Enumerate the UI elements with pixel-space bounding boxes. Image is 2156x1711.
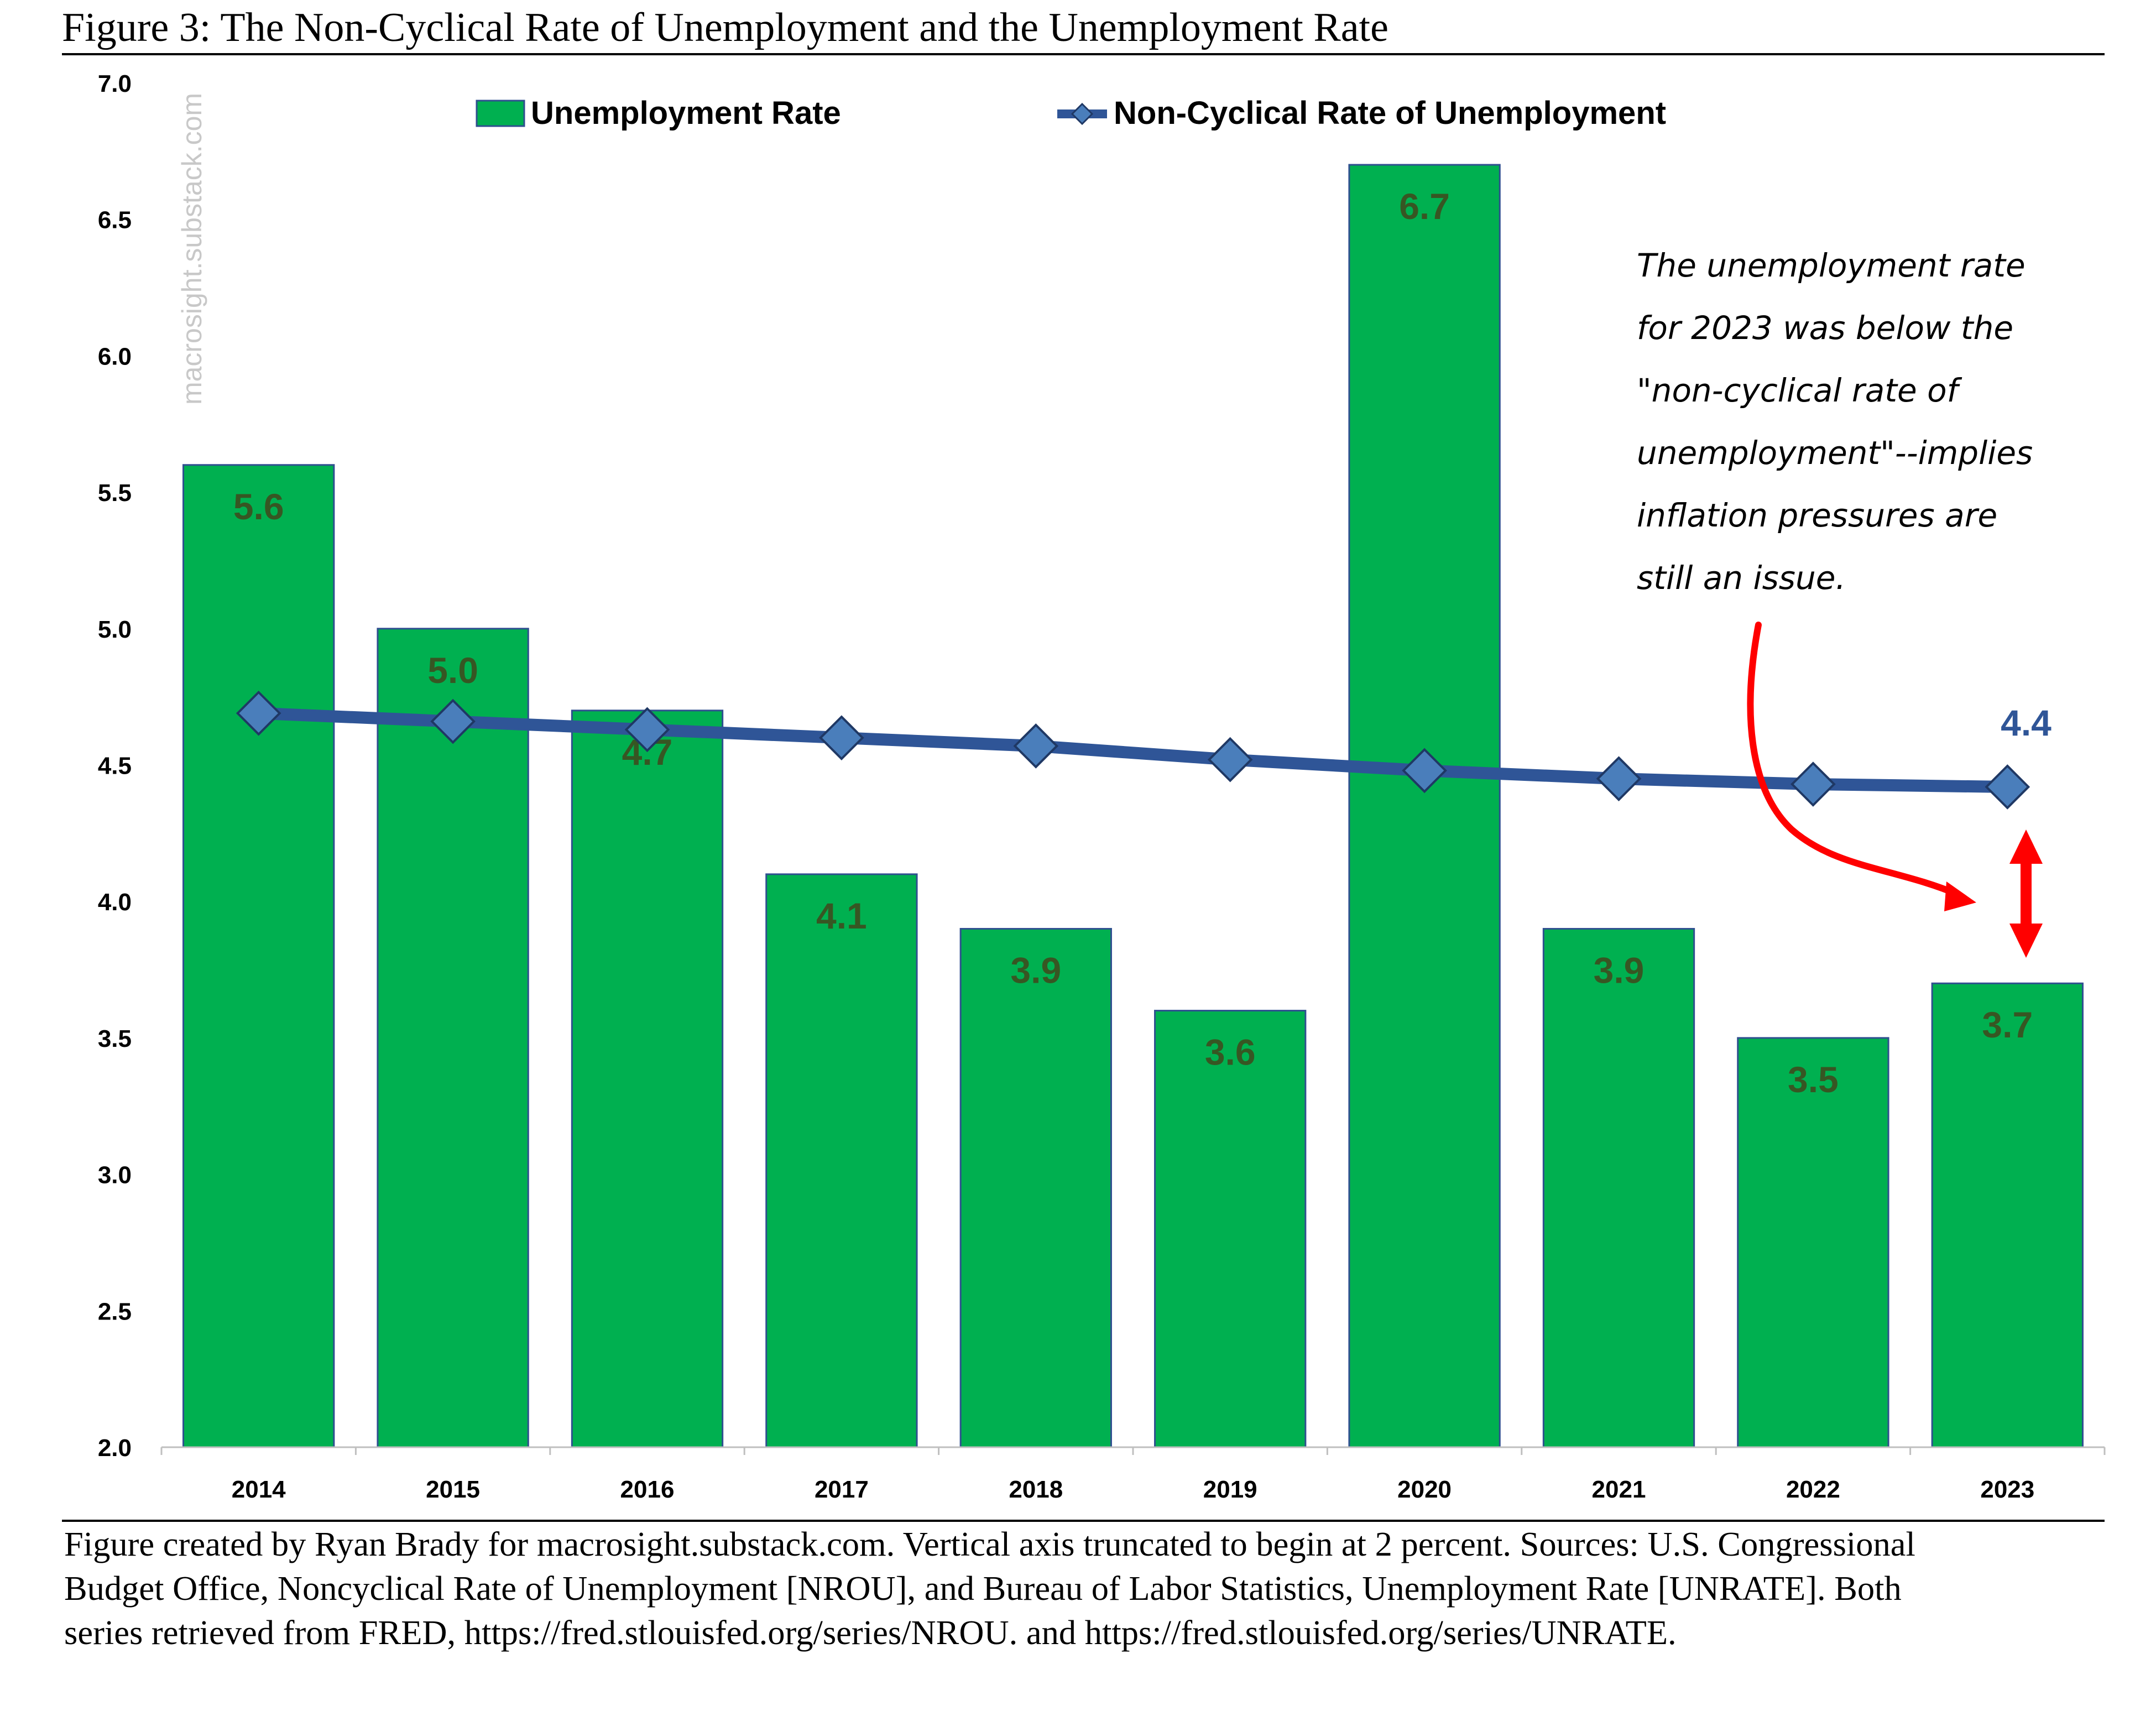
legend-diamond-marker xyxy=(1071,102,1094,126)
y-axis: 2.0 2.5 3.0 3.5 4.0 4.5 5.0 5.5 6.0 6.5 7.0 xyxy=(98,70,132,1462)
bar-labels: 5.65.04.74.13.93.66.73.93.53.7 xyxy=(233,186,2033,1100)
line-marker xyxy=(819,715,864,760)
chart: 2.0 2.5 3.0 3.5 4.0 4.5 5.0 5.5 6.0 6.5 7.0 5.6 5.0… xyxy=(98,70,2106,1503)
bar xyxy=(1348,164,1501,1448)
x-tick-label: 2022 xyxy=(1786,1476,1840,1503)
bar xyxy=(1542,928,1695,1448)
bar xyxy=(182,464,335,1448)
line-path xyxy=(258,707,2008,793)
curved-arrow-head xyxy=(1944,881,1976,911)
line-marker xyxy=(624,707,670,753)
annotation-line: inflation pressures are xyxy=(1637,497,1997,534)
x-tick-label: 2015 xyxy=(426,1476,480,1503)
x-tick-label: 2020 xyxy=(1397,1476,1452,1503)
bar-value-label: 4.1 xyxy=(816,895,867,936)
x-tick-label: 2017 xyxy=(815,1476,869,1503)
line-marker xyxy=(1596,756,1642,801)
y-tick-label: 6.5 xyxy=(98,207,132,234)
line-end-label: 4.4 xyxy=(2001,702,2051,743)
curved-red-arrow xyxy=(1747,622,1962,898)
bar-value-label: 3.7 xyxy=(1982,1004,2033,1045)
annotation-line: still an issue. xyxy=(1637,559,1846,597)
caption-line: Figure created by Ryan Brady for macrosi… xyxy=(64,1525,1915,1563)
x-tick-label: 2018 xyxy=(1009,1476,1063,1503)
bars xyxy=(182,164,2084,1448)
y-tick-label: 3.0 xyxy=(98,1162,132,1189)
bar-value-label: 3.9 xyxy=(1010,950,1061,991)
caption-divider xyxy=(62,1520,2105,1522)
bar-value-label: 5.0 xyxy=(427,650,478,691)
annotation-line: for 2023 was below the xyxy=(1637,309,2013,347)
watermark: macrosight.substack.com xyxy=(176,93,207,405)
figure-title: Figure 3: The Non-Cyclical Rate of Unemp… xyxy=(62,5,1388,50)
bar xyxy=(1931,982,2084,1448)
x-tick-label: 2019 xyxy=(1203,1476,1257,1503)
title-divider xyxy=(62,53,2105,55)
y-tick-label: 7.0 xyxy=(98,70,132,97)
bar xyxy=(1154,1010,1307,1448)
annotation-line: unemployment"--implies xyxy=(1637,434,2033,472)
bar xyxy=(1737,1037,1889,1448)
annotation: The unemployment rate for 2023 was below … xyxy=(1637,247,2033,597)
x-tick-label: 2016 xyxy=(620,1476,675,1503)
y-tick-label: 3.5 xyxy=(98,1025,132,1052)
line-marker xyxy=(1207,737,1253,783)
annotation-line: The unemployment rate xyxy=(1637,247,2026,284)
gap-double-arrow xyxy=(2009,830,2043,958)
bar-value-label: 5.6 xyxy=(233,486,284,527)
line-marker xyxy=(1402,748,1447,794)
legend-line-label: Non-Cyclical Rate of Unemployment xyxy=(1114,95,1666,131)
y-tick-label: 2.0 xyxy=(98,1434,132,1462)
x-tick-label: 2023 xyxy=(1980,1476,2034,1503)
annotation-arrows xyxy=(1747,622,2043,958)
bar xyxy=(377,628,529,1448)
line-marker xyxy=(1013,723,1059,769)
legend-bar-label: Unemployment Rate xyxy=(531,95,841,131)
legend: Unemployment Rate Non-Cyclical Rate of U… xyxy=(476,95,1666,131)
y-tick-label: 4.5 xyxy=(98,753,132,780)
x-tick-label: 2014 xyxy=(232,1476,286,1503)
line-marker xyxy=(430,698,476,744)
annotation-line: "non-cyclical rate of xyxy=(1637,372,1962,409)
caption: Figure created by Ryan Brady for macrosi… xyxy=(64,1522,2110,1655)
legend-bar-swatch xyxy=(476,100,525,127)
y-tick-label: 5.5 xyxy=(98,479,132,507)
bar xyxy=(571,710,724,1448)
y-tick-label: 5.0 xyxy=(98,616,132,643)
bar-value-label: 3.9 xyxy=(1594,950,1645,991)
caption-line: series retrieved from FRED, https://fred… xyxy=(64,1613,1677,1652)
bar xyxy=(959,928,1112,1448)
y-tick-label: 4.0 xyxy=(98,889,132,916)
bar xyxy=(765,873,918,1448)
y-tick-label: 2.5 xyxy=(98,1298,132,1325)
caption-line: Budget Office, Noncyclical Rate of Unemp… xyxy=(64,1569,1902,1608)
line-series xyxy=(236,690,2030,810)
line-marker xyxy=(1985,764,2030,810)
x-axis: 2014 2015 2016 2017 2018 2019 2020 2021 2022 2023 xyxy=(160,1446,2106,1503)
y-tick-label: 6.0 xyxy=(98,343,132,370)
bar-value-label: 6.7 xyxy=(1399,186,1450,227)
line-marker xyxy=(236,690,281,736)
x-tick-label: 2021 xyxy=(1592,1476,1646,1503)
bar-value-label: 3.5 xyxy=(1788,1059,1839,1100)
bar-value-label: 3.6 xyxy=(1205,1032,1256,1073)
line-marker xyxy=(1790,761,1836,807)
